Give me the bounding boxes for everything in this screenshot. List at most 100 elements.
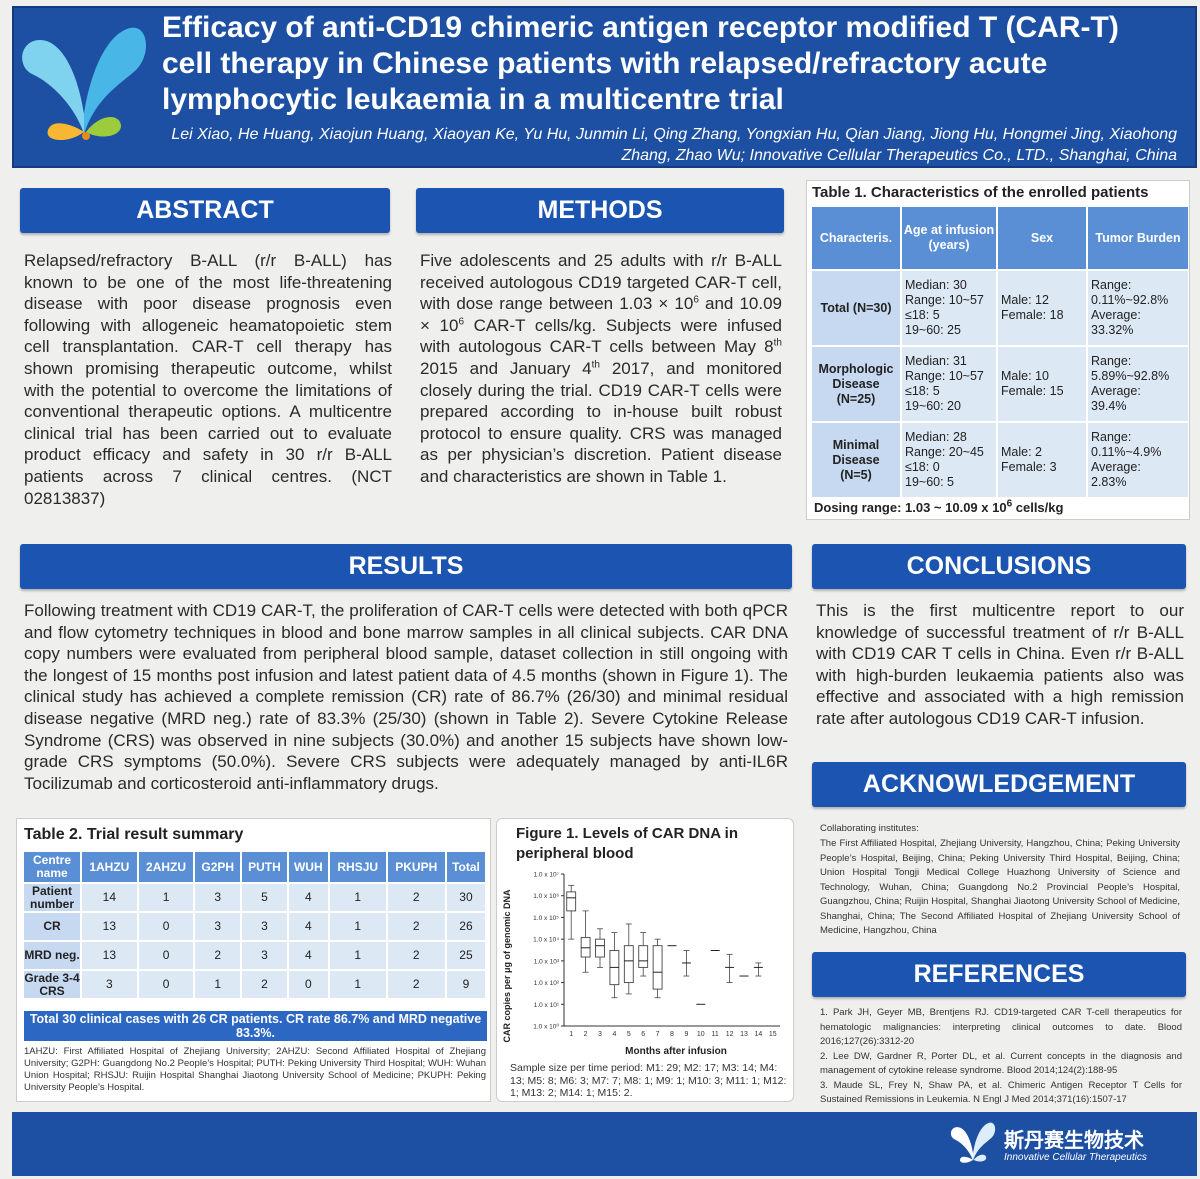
x-tick-label: 2 bbox=[584, 1031, 588, 1038]
table-row: Patient number 14 1 3 5 4 1 2 30 bbox=[24, 884, 485, 911]
figure1-xlabel: Months after infusion bbox=[625, 1046, 727, 1057]
y-tick-label: 1.0 x 10³ bbox=[534, 958, 560, 965]
table2-cell: Patient number bbox=[24, 884, 80, 911]
table1-title: Table 1. Characteristics of the enrolled… bbox=[812, 184, 1149, 201]
table2-cell: 1 bbox=[329, 884, 386, 911]
table2-cell: 26 bbox=[446, 913, 485, 940]
table2-header: 1AHZU bbox=[82, 852, 137, 882]
table1-cell: Range: 0.11%~92.8% Average: 33.32% bbox=[1088, 271, 1188, 345]
x-tick-label: 11 bbox=[712, 1031, 719, 1038]
company-name-cn: 斯丹赛生物技术 bbox=[1004, 1130, 1144, 1152]
table1-cell: Total (N=30) bbox=[812, 271, 900, 345]
table2-cell: 3 bbox=[195, 913, 241, 940]
table2-cell: 1 bbox=[329, 913, 386, 940]
box-iqr bbox=[566, 891, 577, 912]
table2-cell: 30 bbox=[446, 884, 485, 911]
table1-cell: Male: 12 Female: 18 bbox=[998, 271, 1086, 345]
table2-cell: CR bbox=[24, 913, 80, 940]
box-iqr bbox=[580, 936, 591, 958]
x-tick-label: 13 bbox=[740, 1031, 748, 1038]
table2-cell: 0 bbox=[138, 942, 194, 969]
acknowledgement-heading: ACKNOWLEDGEMENT bbox=[812, 762, 1186, 807]
poster-footer bbox=[12, 1112, 1197, 1176]
figure1-chart: 1.0 x 10⁰ 1.0 x 10¹ 1.0 x 10² 1.0 x 10³ 1.0 … bbox=[502, 872, 780, 1057]
table2-cell: 25 bbox=[446, 942, 485, 969]
results-text: Following treatment with CD19 CAR-T, the… bbox=[24, 601, 788, 793]
table2-cell: 0 bbox=[138, 971, 194, 998]
table-row: CR 13 0 3 3 4 1 2 26 bbox=[24, 913, 485, 940]
table2-cell: 1 bbox=[195, 971, 241, 998]
table2-header: Centre name bbox=[24, 852, 80, 882]
table2-header: Total bbox=[446, 852, 485, 882]
box-plot-mark bbox=[609, 932, 620, 999]
y-tick-label: 1.0 x 10¹ bbox=[534, 1002, 560, 1009]
y-tick-label: 1.0 x 10⁶ bbox=[533, 893, 559, 900]
methods-text: Five adolescents and 25 adults with r/r … bbox=[420, 251, 782, 486]
y-tick-label: 1.0 x 10⁵ bbox=[533, 915, 559, 922]
table2-cell: 2 bbox=[387, 942, 445, 969]
table2-header: 2AHZU bbox=[138, 852, 194, 882]
box-plot-mark bbox=[566, 884, 577, 940]
table1-cell: Median: 28 Range: 20~45 ≤18: 0 19~60: 5 bbox=[902, 423, 996, 497]
table2-title: Table 2. Trial result summary bbox=[24, 826, 244, 843]
acknowledgement-label: Collaborating institutes: bbox=[820, 823, 919, 834]
table2-cell: 4 bbox=[288, 942, 328, 969]
table2-cell: 3 bbox=[242, 942, 287, 969]
conclusions-heading: CONCLUSIONS bbox=[812, 544, 1186, 589]
table2-cell: 14 bbox=[82, 884, 137, 911]
table1-header: Age at infusion (years) bbox=[902, 207, 996, 269]
table2-cell: 1 bbox=[329, 971, 386, 998]
table2-cell: 1 bbox=[329, 942, 386, 969]
figure1-note: Sample size per time period: M1: 29; M2:… bbox=[510, 1062, 787, 1099]
box-iqr bbox=[595, 938, 605, 958]
butterfly-logo-icon bbox=[22, 27, 147, 141]
table-row: Minimal Disease (N=5) Median: 28 Range: 2… bbox=[812, 423, 1188, 497]
table1-header: Sex bbox=[998, 207, 1086, 269]
table2-cell: 2 bbox=[195, 942, 241, 969]
table2-header: RHSJU bbox=[329, 852, 386, 882]
x-tick-label: 6 bbox=[641, 1031, 645, 1038]
table2-header: PUTH bbox=[242, 852, 287, 882]
table2-cell: 9 bbox=[446, 971, 485, 998]
table2-cell: 4 bbox=[288, 884, 328, 911]
poster-title: Efficacy of anti-CD19 chimeric antigen r… bbox=[162, 11, 1119, 116]
table1-header: Characteris. bbox=[812, 207, 900, 269]
table-row: MRD neg. 13 0 2 3 4 1 2 25 bbox=[24, 942, 485, 969]
table2-header: G2PH bbox=[195, 852, 241, 882]
table2-cell: 3 bbox=[82, 971, 137, 998]
figure1-ylabel: CAR copies per μg of genomic DNA bbox=[502, 889, 512, 1043]
table-row: Grade 3-4 CRS 3 0 1 2 0 1 2 9 bbox=[24, 971, 485, 998]
table2-cell: Grade 3-4 CRS bbox=[24, 970, 80, 998]
y-tick-label: 1.0 x 10⁰ bbox=[533, 1023, 559, 1031]
poster-authors: Lei Xiao, He Huang, Xiaojun Huang, Xiaoy… bbox=[171, 126, 1177, 164]
table1-cell: Minimal Disease (N=5) bbox=[812, 423, 900, 497]
x-tick-label: 5 bbox=[627, 1031, 631, 1038]
table2-cell: 0 bbox=[288, 971, 328, 998]
box-plot-mark bbox=[725, 953, 735, 983]
x-tick-label: 15 bbox=[769, 1031, 777, 1038]
table2-summary: Total 30 clinical cases with 26 CR patie… bbox=[24, 1011, 487, 1041]
table1-cell: Range: 5.89%~92.8% Average: 39.4% bbox=[1088, 347, 1188, 421]
reference-item: 1. Park JH, Geyer MB, Brentjens RJ. CD19… bbox=[820, 1007, 1182, 1047]
references-heading: REFERENCES bbox=[812, 952, 1186, 997]
references-list: 1. Park JH, Geyer MB, Brentjens RJ. CD19… bbox=[820, 1006, 1182, 1108]
x-tick-label: 8 bbox=[670, 1031, 674, 1038]
methods-heading: METHODS bbox=[416, 188, 784, 233]
table2-cell: 2 bbox=[387, 884, 445, 911]
table2-cell: 3 bbox=[195, 884, 241, 911]
table2-cell: 0 bbox=[138, 913, 194, 940]
company-name-en: Innovative Cellular Therapeutics bbox=[1004, 1152, 1147, 1163]
table2-header: PKUPH bbox=[387, 852, 445, 882]
table2-notes: 1AHZU: First Affiliated Hospital of Zhej… bbox=[24, 1046, 486, 1093]
table1-cell: Male: 10 Female: 15 bbox=[998, 347, 1086, 421]
table1-cell: Range: 0.11%~4.9% Average: 2.83% bbox=[1088, 423, 1188, 497]
table2-cell: 5 bbox=[242, 884, 287, 911]
table1-cell: Median: 31 Range: 10~57 ≤18: 5 19~60: 20 bbox=[902, 347, 996, 421]
y-tick-label: 1.0 x 10² bbox=[534, 980, 560, 987]
table2-cell: 1 bbox=[138, 884, 194, 911]
box-plot-mark bbox=[681, 950, 691, 977]
acknowledgement-text: The First Affiliated Hospital, Zhejiang … bbox=[820, 838, 1180, 936]
table1-footer: Dosing range: 1.03 ~ 10.09 x 106 cells/k… bbox=[814, 498, 1064, 515]
abstract-text: Relapsed/refractory B-ALL (r/r B-ALL) ha… bbox=[24, 251, 392, 508]
table2-cell: 2 bbox=[387, 971, 445, 998]
